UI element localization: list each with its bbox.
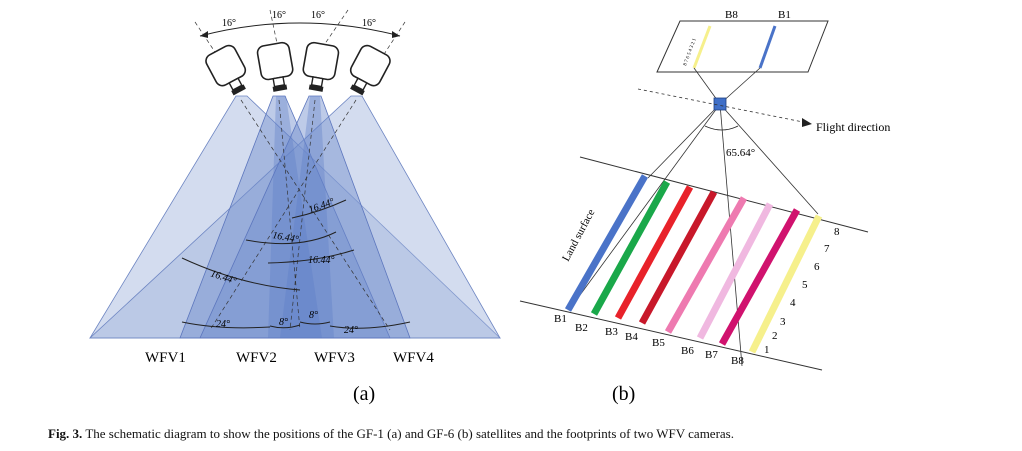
- fov-arc: [704, 125, 739, 131]
- beam-wfv3: [199, 95, 411, 339]
- fov-arcs: [181, 199, 355, 291]
- camera-label-wfv1: WFV1: [145, 350, 186, 366]
- sensor-band-b1: B1: [778, 9, 791, 21]
- fov-angle-2: 16.44°: [271, 230, 299, 245]
- ground-band-b6: B6: [681, 345, 694, 357]
- band-number-1: 1: [764, 344, 770, 356]
- sensor-plane: [656, 20, 829, 73]
- bottom-angle-1: 24°: [216, 319, 230, 330]
- ground-band-b1: B1: [554, 313, 567, 325]
- top-arc-arrows: [200, 31, 400, 38]
- flight-direction-arrow: [802, 118, 812, 127]
- flight-direction-label: Flight direction: [816, 120, 890, 134]
- ground-band-b5: B5: [652, 337, 665, 349]
- top-arcs: [199, 22, 401, 37]
- fov-angle-3: 16.44°: [308, 255, 335, 266]
- ground-strip-b3: [614, 185, 694, 320]
- sensor-band-b8: B8: [725, 9, 738, 21]
- band-number-6: 6: [814, 261, 820, 273]
- ground-strip-b7: [718, 208, 801, 346]
- band-number-2: 2: [772, 330, 778, 342]
- camera-wfv3: [302, 41, 340, 92]
- lens: [713, 97, 727, 111]
- top-angle-2: 16°: [272, 10, 286, 21]
- land-edge-bottom: [519, 300, 823, 371]
- figure-caption: Fig. 3. The schematic diagram to show th…: [48, 426, 734, 442]
- ground-strip-b1: [564, 174, 649, 312]
- ground-strip-b2: [590, 180, 671, 316]
- band-number-4: 4: [790, 297, 796, 309]
- fov-angle: 65.64°: [726, 147, 755, 159]
- optics-lines: [571, 67, 819, 367]
- panel-a-label: (a): [353, 383, 375, 405]
- camera-label-wfv3: WFV3: [314, 350, 355, 366]
- band-number-7: 7: [824, 243, 830, 255]
- band-number-5: 5: [802, 279, 808, 291]
- band-number-8: 8: [834, 226, 840, 238]
- camera-label-wfv2: WFV2: [236, 350, 277, 366]
- panel-b-label: (b): [612, 383, 635, 405]
- top-angle-4: 16°: [362, 18, 376, 29]
- camera-wfv2: [256, 41, 294, 92]
- caption-label: Fig. 3.: [48, 426, 83, 441]
- camera-label-wfv4: WFV4: [393, 350, 434, 366]
- flight-direction-line: [637, 88, 809, 124]
- sensor-strip-b8: [692, 25, 712, 69]
- caption-text: The schematic diagram to show the positi…: [85, 426, 734, 441]
- ground-strip-b4: [638, 190, 718, 325]
- panel-a: 16° 16° 16° 16°: [88, 9, 501, 405]
- ground-strip-b8: [748, 214, 823, 354]
- ground-band-b3: B3: [605, 326, 618, 338]
- ground-band-b8: B8: [731, 355, 744, 367]
- top-angle-3: 16°: [311, 10, 325, 21]
- bottom-angle-3: 8°: [309, 310, 318, 321]
- camera-wfv4: [349, 44, 391, 96]
- ground-strip-b5: [664, 196, 748, 334]
- camera-wfv1: [205, 44, 247, 96]
- ground-band-b2: B2: [575, 322, 588, 334]
- ground-band-b7: B7: [705, 349, 718, 361]
- band-number-3: 3: [780, 316, 786, 328]
- bottom-angle-2: 8°: [279, 317, 288, 328]
- bottom-angle-4: 24°: [344, 325, 358, 336]
- ground-band-b4: B4: [625, 331, 638, 343]
- sensor-strip-b1: [758, 25, 777, 69]
- bottom-arcs: [181, 321, 411, 329]
- top-angle-1: 16°: [222, 18, 236, 29]
- panel-b: B8 B1 8 7 6 5 4 3 2 1 Flight direction 6…: [519, 9, 890, 405]
- ground-strip-b6: [696, 202, 774, 340]
- land-surface-label: Land surface: [560, 207, 597, 263]
